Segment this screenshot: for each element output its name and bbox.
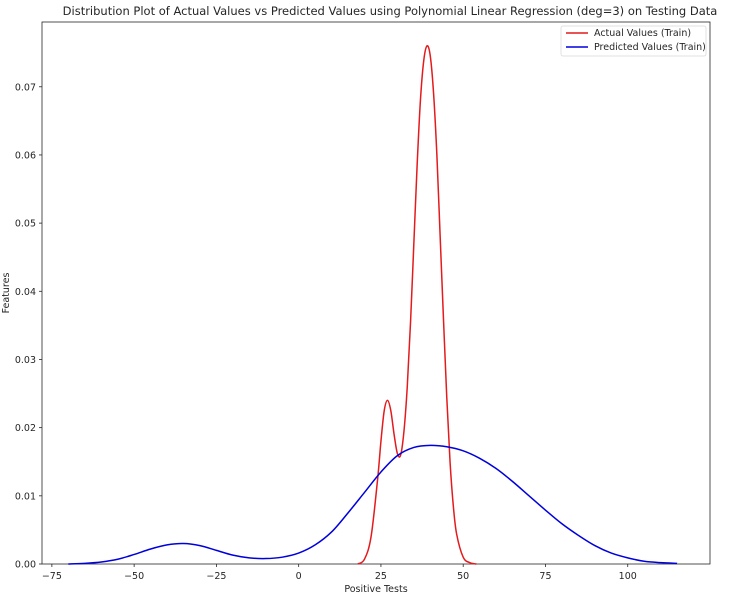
x-tick-label: −25 <box>206 571 226 582</box>
series-line-actual <box>357 44 477 565</box>
series-line-predicted <box>68 444 678 565</box>
x-tick-label: 50 <box>457 571 469 582</box>
x-tick-label: 75 <box>539 571 551 582</box>
x-axis-ticks: −75 −50 −25 0 25 50 75 100 <box>42 564 637 582</box>
x-tick-label: 100 <box>619 571 637 582</box>
series-curves <box>68 44 678 565</box>
legend-box <box>560 25 707 57</box>
y-tick-label: 0.02 <box>15 423 36 434</box>
x-tick-label: −75 <box>42 571 62 582</box>
y-axis-ticks: 0.00 0.01 0.02 0.03 0.04 0.05 0.06 0.07 <box>15 82 42 571</box>
chart-title: Distribution Plot of Actual Values vs Pr… <box>63 4 718 18</box>
y-tick-label: 0.03 <box>15 355 36 366</box>
y-tick-label: 0.00 <box>15 560 36 571</box>
x-tick-label: 25 <box>375 571 387 582</box>
legend: Actual Values (Train) Predicted Values (… <box>560 25 707 57</box>
x-axis-label: Positive Tests <box>344 584 407 595</box>
y-tick-label: 0.06 <box>15 150 36 161</box>
y-tick-label: 0.04 <box>15 287 36 298</box>
y-tick-label: 0.07 <box>15 82 36 93</box>
legend-label-actual: Actual Values (Train) <box>594 28 691 39</box>
y-tick-label: 0.01 <box>15 491 36 502</box>
plot-area <box>41 21 711 565</box>
y-axis-label: Features <box>1 273 12 314</box>
x-tick-label: −50 <box>124 571 144 582</box>
x-tick-label: 0 <box>296 571 302 582</box>
y-tick-label: 0.05 <box>15 219 36 230</box>
legend-label-predicted: Predicted Values (Train) <box>594 42 706 53</box>
